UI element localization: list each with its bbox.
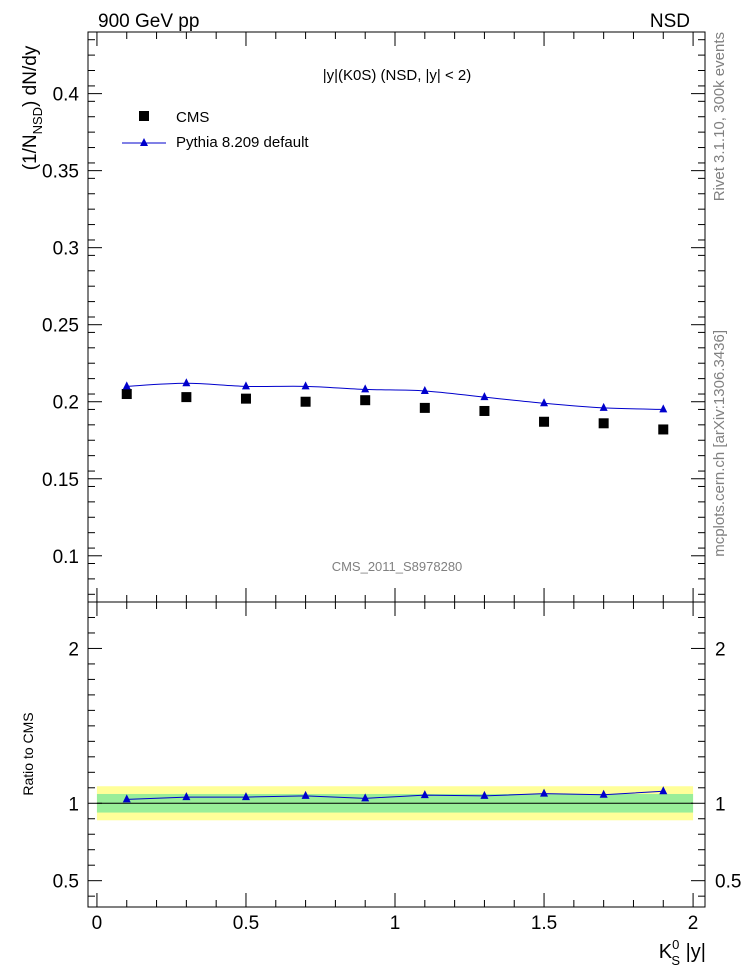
main-ytick-label: 0.25 — [42, 316, 79, 337]
legend-marker-pythia — [140, 138, 148, 146]
cms-point — [240, 393, 251, 404]
main-ylabel-main: (1/N — [20, 134, 41, 170]
ratio-ytick-label: 2 — [68, 639, 79, 660]
pythia-point — [659, 404, 668, 413]
cms-point — [598, 418, 609, 429]
ratio-point — [480, 790, 489, 799]
cms-point — [479, 405, 490, 416]
ratio-point — [361, 793, 370, 802]
main-ytick-label: 0.35 — [42, 162, 79, 183]
ratio-point — [122, 794, 131, 803]
main-ytick-label: 0.1 — [53, 547, 79, 568]
cms-point — [360, 395, 371, 406]
xlabel-sub: S — [671, 953, 680, 968]
xlabel-tail: |y| — [680, 941, 706, 963]
main-ylabel: (1/NNSD) dN/dy — [20, 45, 45, 170]
pythia-point — [301, 381, 310, 390]
main-data-marks — [121, 378, 669, 435]
main-axis-ticks: 0.1 0.15 0.2 0.25 0.3 0.35 0.4 — [42, 32, 705, 602]
main-ytick-label: 0.2 — [53, 393, 79, 414]
cms-point — [539, 416, 550, 427]
watermark-label: CMS_2011_S8978280 — [332, 559, 463, 574]
pythia-point — [540, 398, 549, 407]
ratio-point — [540, 788, 549, 797]
mcplots-label: mcplots.cern.ch [arXiv:1306.3436] — [711, 330, 728, 557]
pythia-point — [361, 384, 370, 393]
header-right: NSD — [650, 11, 690, 32]
ratio-point — [182, 792, 191, 801]
legend-marker-cms — [139, 111, 149, 121]
ratio-point — [301, 790, 310, 799]
cms-point — [121, 389, 132, 400]
ratio-ylabel: Ratio to CMS — [20, 712, 36, 795]
ratio-point — [599, 789, 608, 798]
plot-title: |y|(K0S) (NSD, |y| < 2) — [323, 67, 472, 84]
ratio-curve — [126, 790, 664, 800]
cms-point — [658, 424, 669, 435]
pythia-point — [182, 378, 191, 387]
ratio-ytick-label-right: 2 — [715, 639, 726, 660]
pythia-point — [480, 392, 489, 401]
xtick-label: 1 — [390, 913, 401, 934]
ratio-ytick-label: 1 — [68, 794, 79, 815]
ratio-ytick-label-right: 1 — [715, 794, 726, 815]
ratio-plot-panel: Ratio to CMS 0.5 0.51 12 20 0.5 1 1.5 2 K0 S |y| — [20, 601, 741, 968]
xlabel-main: K — [659, 941, 673, 963]
main-plot-panel: |y|(K0S) (NSD, |y| < 2) CMS_2011_S897828… — [20, 31, 706, 603]
pythia-point — [241, 381, 250, 390]
rivet-label: Rivet 3.1.10, 300k events — [711, 32, 728, 201]
ratio-plot-frame — [87, 601, 706, 908]
main-ytick-label: 0.4 — [53, 85, 80, 106]
xtick-label: 0.5 — [233, 913, 259, 934]
ratio-point — [420, 790, 429, 799]
legend-label-pythia: Pythia 8.209 default — [176, 134, 309, 151]
main-ylabel-tail: ) dN/dy — [20, 45, 41, 107]
cms-point — [300, 396, 311, 407]
xtick-label: 1.5 — [531, 913, 557, 934]
pythia-point — [122, 381, 131, 390]
main-ylabel-sub: NSD — [30, 107, 45, 134]
cms-point — [181, 392, 192, 403]
x-axis-label: K0 S |y| — [659, 937, 706, 968]
ratio-data-marks — [122, 786, 668, 803]
legend: CMS Pythia 8.209 default — [122, 109, 309, 151]
xlabel-sup: 0 — [672, 937, 679, 952]
pythia-point — [420, 385, 429, 394]
cms-point — [419, 402, 430, 413]
pythia-curve — [126, 382, 664, 410]
pythia-point — [599, 402, 608, 411]
ratio-point — [659, 786, 668, 795]
ratio-point — [241, 792, 250, 801]
main-ytick-label: 0.15 — [42, 470, 79, 491]
ratio-ytick-label: 0.5 — [53, 872, 79, 893]
main-ytick-label: 0.3 — [53, 239, 79, 260]
ratio-ytick-label-right: 0.5 — [715, 872, 741, 893]
ratio-axis-ticks: 0.5 0.5 1 1 2 2 0 0.5 1 1.5 2 — [53, 602, 741, 934]
header-left: 900 GeV pp — [98, 11, 199, 32]
legend-label-cms: CMS — [176, 109, 209, 126]
xtick-label: 0 — [92, 913, 103, 934]
ratio-bands — [96, 786, 694, 821]
xtick-label: 2 — [688, 913, 699, 934]
